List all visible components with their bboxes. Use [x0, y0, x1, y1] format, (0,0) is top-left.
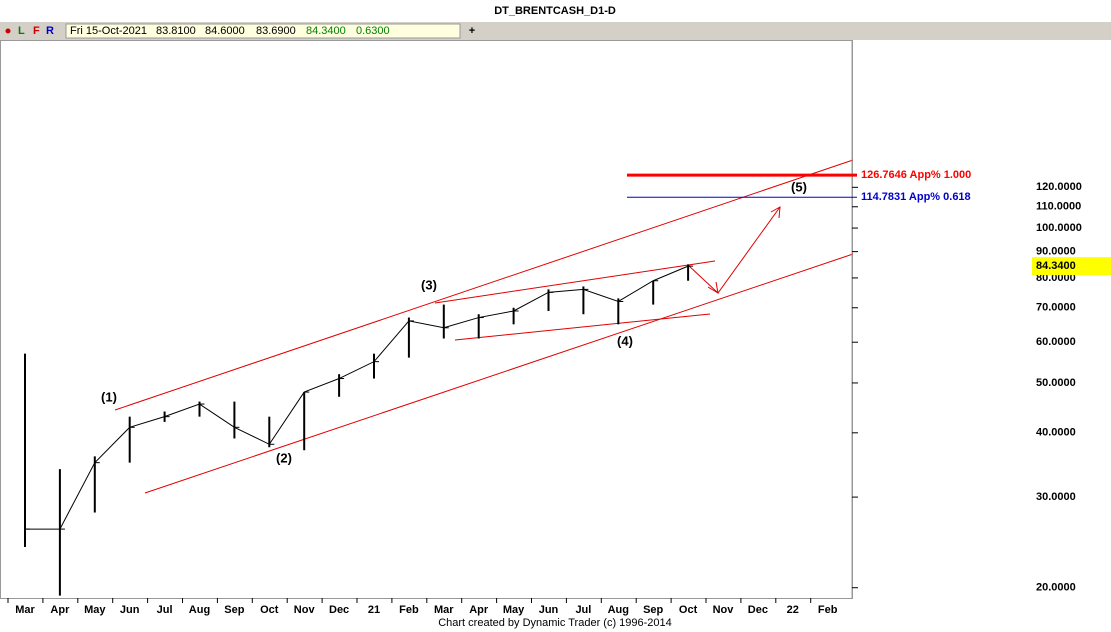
footer: Chart created by Dynamic Trader (c) 1996…	[438, 617, 672, 629]
y-tick-label: 40.0000	[1036, 427, 1076, 439]
toolbar-dot[interactable]	[5, 28, 11, 34]
wave-label: (5)	[791, 179, 807, 194]
info-date: Fri 15-Oct-2021	[70, 25, 147, 37]
chart-title: DT_BRENTCASH_D1-D	[494, 5, 616, 17]
arrow-head	[707, 281, 719, 294]
drawings	[114, 159, 854, 494]
x-tick-label: Jul	[575, 604, 591, 616]
wave-label: (2)	[276, 450, 292, 465]
info-close: 84.3400	[306, 25, 346, 37]
channel-lower	[144, 253, 854, 494]
y-tick-label: 60.0000	[1036, 336, 1076, 348]
x-tick-label: Jun	[539, 604, 559, 616]
x-tick-label: May	[503, 604, 525, 616]
last-price-label: 84.3400	[1036, 260, 1076, 272]
x-tick-label: Nov	[294, 604, 316, 616]
y-tick-label: 90.0000	[1036, 246, 1076, 258]
wave-label: (1)	[101, 389, 117, 404]
y-tick-label: 30.0000	[1036, 491, 1076, 503]
x-tick-label: 21	[368, 604, 380, 616]
wave-label: (4)	[617, 333, 633, 348]
x-tick-label: 22	[787, 604, 799, 616]
x-tick-label: Jul	[157, 604, 173, 616]
info-box	[65, 23, 461, 39]
x-tick-label: Dec	[748, 604, 768, 616]
x-tick-label: Jun	[120, 604, 140, 616]
x-tick-label: Mar	[434, 604, 454, 616]
x-tick-label: Oct	[679, 604, 698, 616]
x-tick-label: Feb	[818, 604, 838, 616]
triangle-upper	[434, 260, 716, 304]
y-tick-label: 20.0000	[1036, 582, 1076, 594]
last-price-box	[1032, 257, 1111, 276]
y-tick-label: 110.0000	[1036, 201, 1081, 213]
info-low: 83.6900	[256, 25, 296, 37]
info-change: 0.6300	[356, 25, 390, 37]
y-tick-label: 70.0000	[1036, 302, 1076, 314]
x-tick-label: Nov	[713, 604, 735, 616]
level-label: 126.7646 App% 1.000	[861, 169, 971, 181]
wave-label: (3)	[421, 277, 437, 292]
x-tick-label: Sep	[224, 604, 244, 616]
x-tick-label: Dec	[329, 604, 349, 616]
x-tick-label: Sep	[643, 604, 663, 616]
toolbar-button[interactable]: L	[18, 25, 25, 37]
y-tick-label: 120.0000	[1036, 181, 1082, 193]
y-tick-label: 100.0000	[1036, 222, 1082, 234]
x-tick-label: May	[84, 604, 106, 616]
level-label: 114.7831 App% 0.618	[861, 191, 971, 203]
arrow-head	[770, 206, 781, 219]
x-tick-label: Aug	[608, 604, 629, 616]
x-tick-label: Feb	[399, 604, 419, 616]
x-tick-label: Oct	[260, 604, 279, 616]
channel-upper	[114, 159, 854, 411]
add-button[interactable]: +	[469, 25, 475, 37]
toolbar-button[interactable]: F	[33, 25, 40, 37]
toolbar-button[interactable]: R	[46, 25, 54, 37]
x-tick-label: Mar	[15, 604, 35, 616]
info-high: 84.6000	[205, 25, 245, 37]
close-line	[25, 265, 689, 530]
y-tick-label: 50.0000	[1036, 377, 1076, 389]
x-tick-label: Apr	[469, 604, 489, 616]
x-tick-label: Apr	[50, 604, 70, 616]
triangle-lower	[454, 313, 711, 341]
x-tick-label: Aug	[189, 604, 210, 616]
info-open: 83.8100	[156, 25, 196, 37]
